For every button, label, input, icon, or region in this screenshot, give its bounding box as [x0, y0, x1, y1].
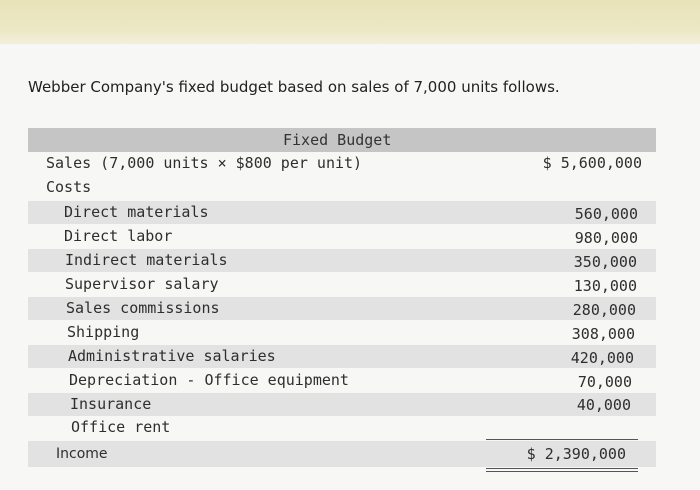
cost-row-depreciation: Depreciation - Office equipment 70,000	[28, 369, 656, 392]
cost-row-direct-materials: Direct materials 560,000	[28, 201, 656, 224]
cost-value: 40,000	[576, 396, 631, 414]
sales-row: Sales (7,000 units × $800 per unit) $ 5,…	[28, 152, 656, 175]
cost-label: Shipping	[67, 323, 140, 341]
sales-value: $ 5,600,000	[542, 154, 642, 172]
cost-label: Administrative salaries	[68, 347, 276, 365]
cost-label: Direct materials	[64, 203, 209, 221]
total-rule	[486, 439, 638, 440]
cost-row-shipping: Shipping 308,000	[28, 321, 656, 344]
cost-row-supervisor-salary: Supervisor salary 130,000	[28, 273, 656, 296]
cost-row-sales-commissions: Sales commissions 280,000	[28, 297, 656, 320]
cost-row-direct-labor: Direct labor 980,000	[28, 225, 656, 248]
income-label: Income	[56, 446, 108, 462]
income-row: Income $ 2,390,000	[28, 441, 656, 467]
sales-label: Sales (7,000 units × $800 per unit)	[46, 154, 363, 172]
cost-label: Insurance	[70, 395, 152, 413]
costs-heading-row: Costs	[28, 176, 656, 199]
table-header-row: Fixed Budget	[28, 128, 656, 152]
cost-value: 420,000	[570, 349, 634, 367]
cost-label: Indirect materials	[65, 251, 228, 269]
income-value: $ 2,390,000	[526, 445, 626, 463]
cost-value: 350,000	[573, 253, 637, 271]
cost-label: Sales commissions	[66, 299, 220, 317]
cost-label: Supervisor salary	[65, 275, 219, 293]
cost-row-administrative-salaries: Administrative salaries 420,000	[28, 345, 656, 368]
fixed-budget-table: Fixed Budget Sales (7,000 units × $800 p…	[28, 128, 656, 472]
intro-text: Webber Company's fixed budget based on s…	[28, 78, 560, 96]
double-rule-bottom	[486, 471, 638, 472]
cost-label: Office rent	[71, 418, 171, 436]
costs-label: Costs	[46, 178, 92, 196]
cost-value: 280,000	[572, 301, 636, 319]
cost-label: Depreciation - Office equipment	[69, 371, 349, 389]
top-band	[0, 0, 700, 44]
cost-row-office-rent: Office rent	[28, 416, 656, 439]
cost-value: 560,000	[574, 205, 638, 223]
cost-value: 70,000	[577, 373, 632, 391]
cost-value: 980,000	[574, 229, 638, 247]
double-rule-top	[486, 468, 638, 469]
cost-row-indirect-materials: Indirect materials 350,000	[28, 249, 656, 272]
cost-value: 130,000	[573, 277, 637, 295]
fixed-budget-header: Fixed Budget	[283, 131, 392, 149]
cost-label: Direct labor	[64, 227, 173, 245]
cost-value: 308,000	[571, 325, 635, 343]
cost-row-insurance: Insurance 40,000	[28, 393, 656, 416]
